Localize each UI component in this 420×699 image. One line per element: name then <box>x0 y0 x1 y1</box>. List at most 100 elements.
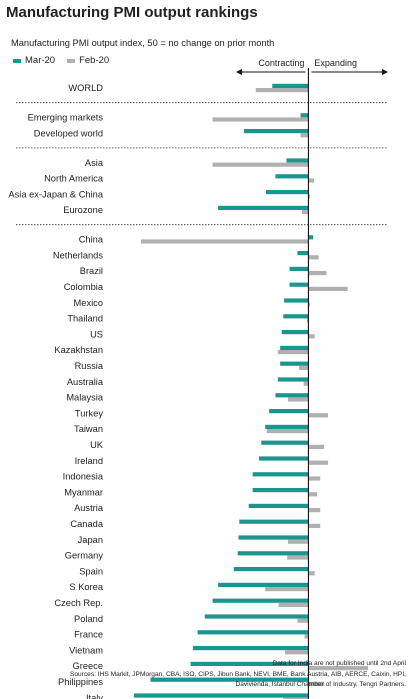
category-label-uk: UK <box>90 440 104 450</box>
category-label-mexico: Mexico <box>74 298 103 308</box>
category-label-north-america: North America <box>44 174 104 184</box>
bar-mar-20-philippines <box>150 677 309 682</box>
bar-mar-20-world <box>272 83 309 88</box>
category-label-thailand: Thailand <box>67 314 103 324</box>
bar-mar-20-s-korea <box>218 582 309 587</box>
legend-item-feb-20: Feb-20 <box>67 55 109 66</box>
bar-mar-20-spain <box>233 567 309 572</box>
bar-mar-20-russia <box>280 361 309 366</box>
bar-feb-20-uk <box>308 444 325 449</box>
category-label-brazil: Brazil <box>80 266 103 276</box>
bar-feb-20-emerging-markets <box>212 117 309 122</box>
bar-mar-20-indonesia <box>252 472 309 477</box>
category-label-vietnam: Vietnam <box>69 645 103 655</box>
bar-mar-20-brazil <box>289 266 309 271</box>
category-label-poland: Poland <box>74 614 103 624</box>
category-label-asia: Asia <box>85 158 104 168</box>
bar-mar-20-poland <box>204 614 309 619</box>
bar-mar-20-developed-world <box>244 129 309 134</box>
expanding-arrow-head <box>382 69 388 75</box>
category-label-philippines: Philippines <box>58 677 103 687</box>
bar-feb-20-world <box>255 88 309 93</box>
bar-mar-20-germany <box>237 551 309 556</box>
bar-feb-20-poland <box>297 618 309 623</box>
bar-feb-20-germany <box>287 555 309 560</box>
category-label-france: France <box>74 630 103 640</box>
bar-mar-20-asia-ex-japan-china <box>266 190 309 195</box>
availability-note: Data for India are not published until 2… <box>272 660 406 667</box>
category-label-turkey: Turkey <box>75 408 103 418</box>
bar-feb-20-mexico <box>308 302 310 307</box>
category-label-australia: Australia <box>67 377 104 387</box>
category-label-greece: Greece <box>73 661 104 671</box>
bar-mar-20-taiwan <box>265 424 309 429</box>
bar-feb-20-greece <box>308 666 369 671</box>
bar-mar-20-japan <box>238 535 309 540</box>
category-label-ireland: Ireland <box>75 456 103 466</box>
category-label-italy: Italy <box>86 693 103 699</box>
bar-feb-20-asia-ex-japan-china <box>308 194 310 199</box>
bar-feb-20-philippines <box>308 681 325 686</box>
bar-mar-20-turkey <box>269 409 309 414</box>
category-label-canada: Canada <box>70 519 103 529</box>
bar-mar-20-austria <box>248 503 309 508</box>
category-label-developed-world: Developed world <box>34 128 103 138</box>
bar-feb-20-malaysia <box>288 397 309 402</box>
bar-feb-20-eurozone <box>302 210 309 215</box>
category-label-germany: Germany <box>65 551 104 561</box>
bar-feb-20-italy <box>283 697 309 699</box>
category-label-russia: Russia <box>75 361 104 371</box>
bar-mar-20-china <box>308 235 314 240</box>
bar-feb-20-indonesia <box>308 476 321 481</box>
bar-feb-20-colombia <box>308 286 348 291</box>
bar-feb-20-russia <box>299 365 309 370</box>
bar-feb-20-north-america <box>308 178 314 183</box>
bar-mar-20-thailand <box>283 314 309 319</box>
bar-mar-20-czech-rep <box>212 598 309 603</box>
bar-feb-20-asia <box>212 162 309 167</box>
category-label-asia-ex-japan-china: Asia ex-Japan & China <box>8 189 103 199</box>
bar-mar-20-north-america <box>275 174 309 179</box>
chart-subtitle: Manufacturing PMI output index, 50 = no … <box>11 38 275 48</box>
bar-mar-20-france <box>197 630 309 635</box>
category-label-eurozone: Eurozone <box>63 205 103 215</box>
category-label-spain: Spain <box>79 566 103 576</box>
bar-feb-20-netherlands <box>308 255 319 260</box>
sources-line-2: Davivienda, Istanbul Chamber of Industry… <box>235 681 406 688</box>
category-label-taiwan: Taiwan <box>74 424 103 434</box>
category-label-colombia: Colombia <box>64 282 104 292</box>
bar-feb-20-australia <box>303 381 309 386</box>
bar-mar-20-kazakhstan <box>280 345 309 350</box>
bar-mar-20-australia <box>277 377 309 382</box>
bar-mar-20-emerging-markets <box>300 113 309 118</box>
bar-feb-20-s-korea <box>265 587 309 592</box>
bar-mar-20-asia <box>286 158 309 163</box>
bar-mar-20-vietnam <box>192 646 309 651</box>
bar-feb-20-spain <box>308 571 315 576</box>
bar-feb-20-canada <box>308 523 321 528</box>
bar-feb-20-france <box>304 634 309 639</box>
legend-label-feb-20: Feb-20 <box>79 55 110 66</box>
bar-mar-20-canada <box>239 519 309 524</box>
legend-item-mar-20: Mar-20 <box>13 55 55 66</box>
category-label-us: US <box>90 329 103 339</box>
legend-label-mar-20: Mar-20 <box>25 55 56 66</box>
bar-feb-20-taiwan <box>266 429 309 434</box>
category-label-netherlands: Netherlands <box>53 250 103 260</box>
category-label-myanmar: Myanmar <box>64 487 103 497</box>
bar-feb-20-czech-rep <box>278 602 309 607</box>
bar-mar-20-uk <box>261 440 309 445</box>
legend-swatch-mar-20 <box>13 58 21 63</box>
bar-mar-20-colombia <box>289 282 309 287</box>
bar-mar-20-italy <box>134 693 309 698</box>
bar-mar-20-mexico <box>284 298 309 303</box>
chart-title: Manufacturing PMI output rankings <box>6 4 258 21</box>
bar-mar-20-eurozone <box>218 205 309 210</box>
category-label-japan: Japan <box>78 535 103 545</box>
bar-feb-20-developed-world <box>300 133 309 138</box>
expanding-label: Expanding <box>314 58 357 68</box>
contracting-arrow-head <box>236 69 242 75</box>
category-label-china: China <box>79 235 104 245</box>
category-label-indonesia: Indonesia <box>63 472 104 482</box>
